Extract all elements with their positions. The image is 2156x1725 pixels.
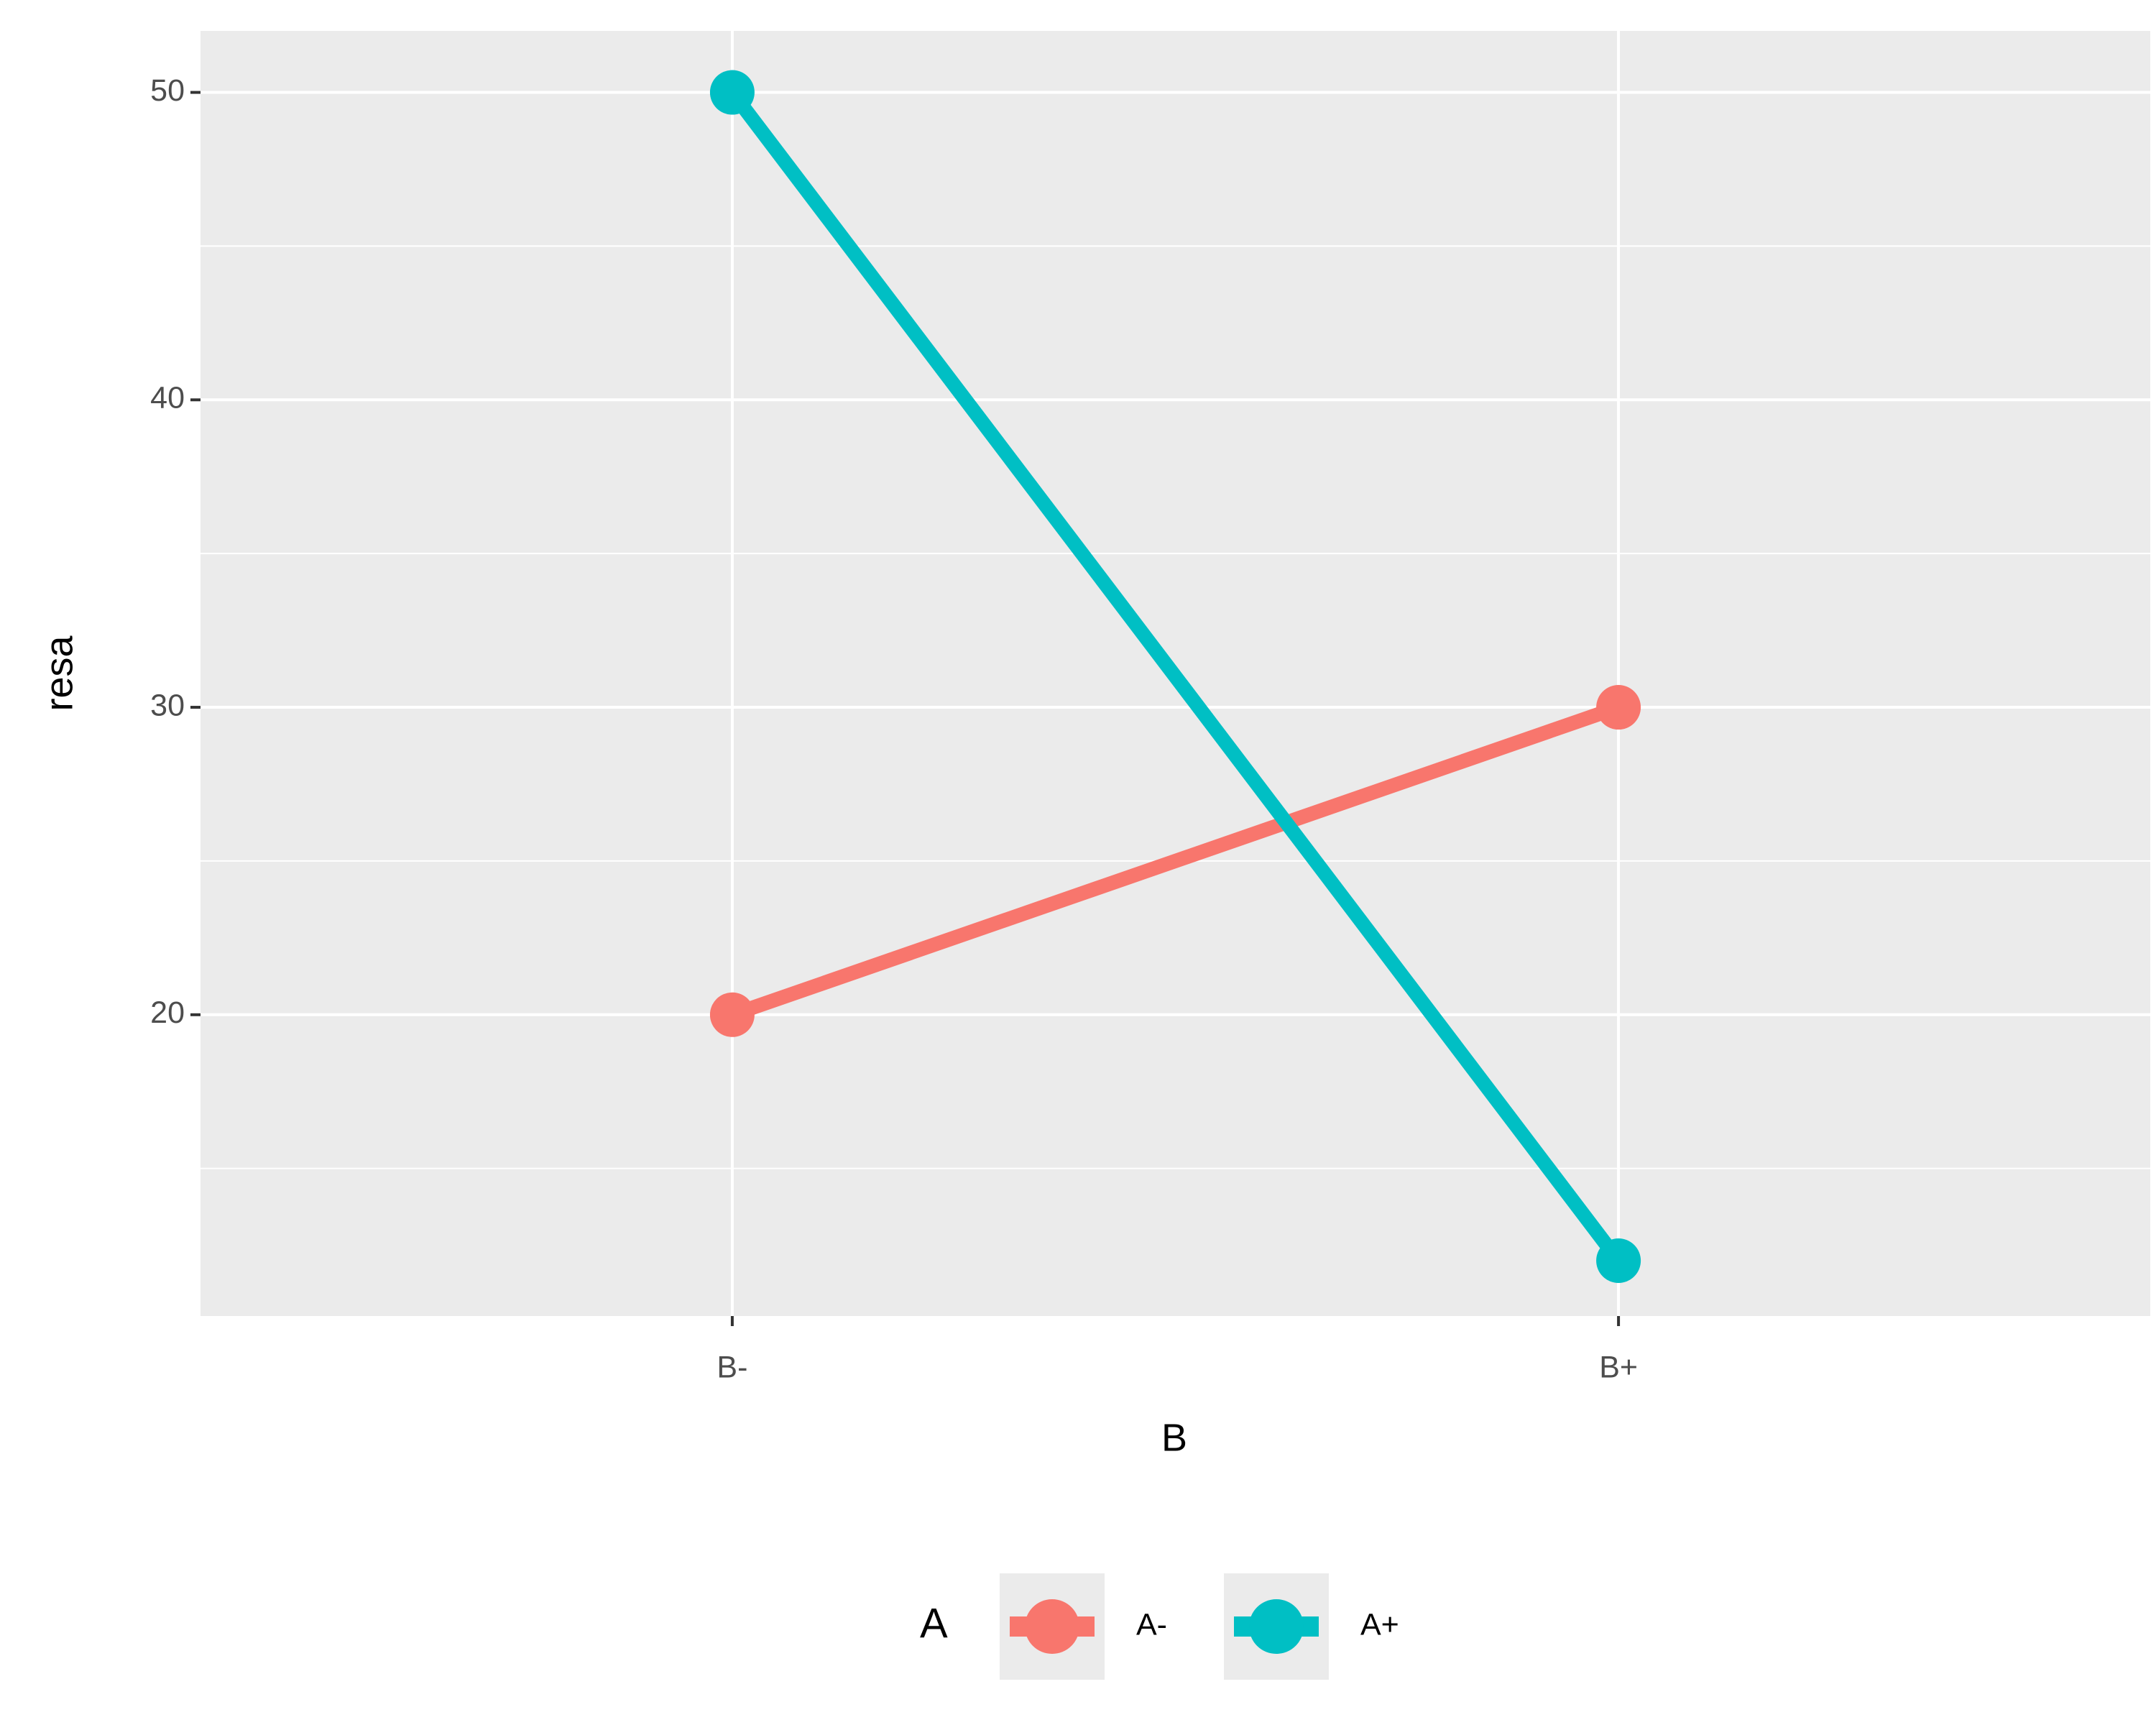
y-axis-title: resa (37, 635, 80, 712)
series-line (729, 700, 1621, 1022)
legend-key-point (1249, 1599, 1304, 1654)
legend-label: A- (1136, 1607, 1167, 1642)
series-line (726, 88, 1625, 1266)
y-tick-label: 30 (150, 688, 185, 722)
data-point (709, 992, 755, 1037)
data-point (709, 70, 755, 115)
y-tick-label: 40 (150, 381, 185, 415)
legend-key-point (1025, 1599, 1079, 1654)
y-tick-label: 50 (150, 73, 185, 108)
x-axis-title: B (1161, 1416, 1187, 1459)
data-point (1596, 685, 1641, 730)
legend-label: A+ (1360, 1607, 1399, 1642)
legend-title: A (920, 1600, 948, 1647)
x-tick-label: B- (717, 1350, 747, 1384)
x-tick-label: B+ (1599, 1350, 1638, 1384)
y-tick-label: 20 (150, 995, 185, 1030)
data-point (1596, 1238, 1641, 1284)
